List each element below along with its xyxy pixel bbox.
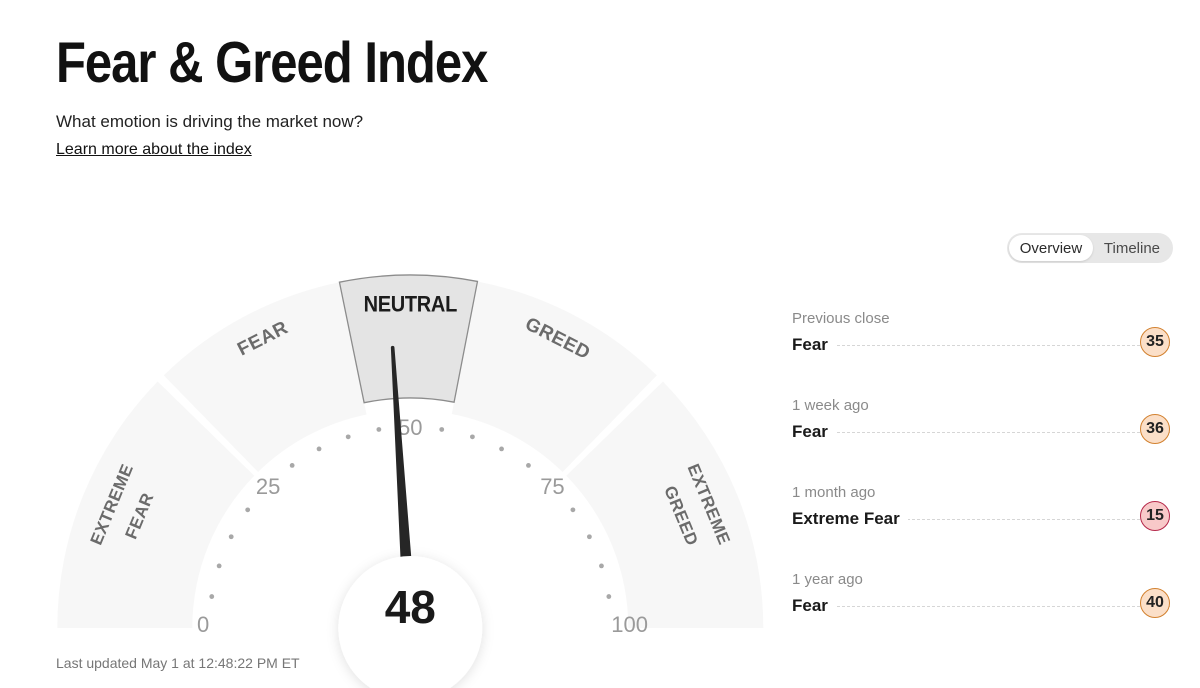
svg-text:48: 48 [385, 581, 436, 633]
svg-text:75: 75 [540, 474, 564, 499]
svg-text:25: 25 [256, 474, 280, 499]
svg-text:NEUTRAL: NEUTRAL [364, 293, 458, 317]
svg-text:50: 50 [398, 415, 422, 440]
svg-text:100: 100 [611, 612, 648, 637]
svg-text:0: 0 [197, 612, 209, 637]
